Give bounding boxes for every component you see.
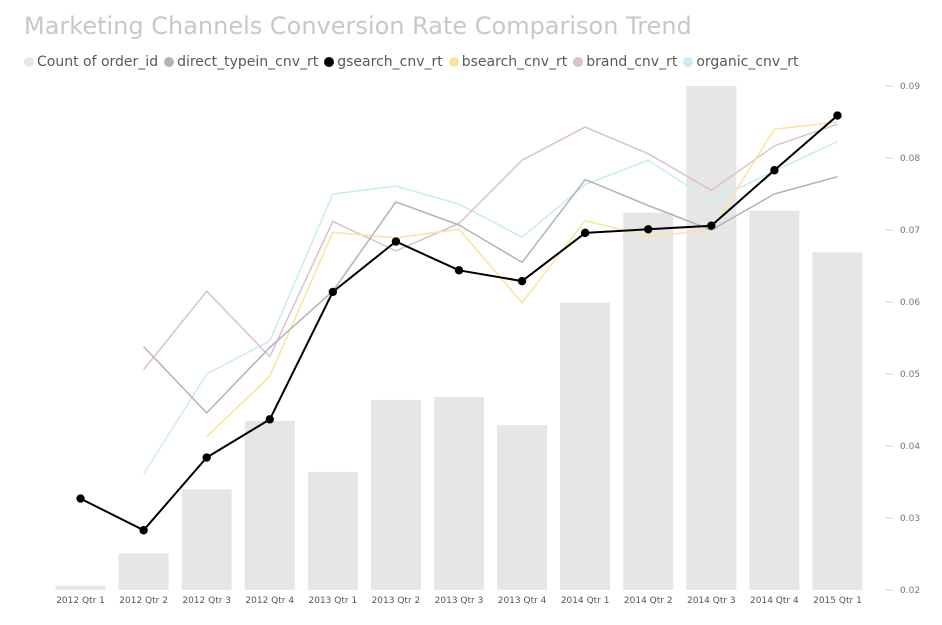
line-direct-typein-cnv-rt[interactable] (143, 175, 838, 414)
x-tick-label-9: 2014 Qtr 1 (561, 596, 610, 606)
legend-label-brand: brand_cnv_rt (586, 54, 678, 70)
x-tick-label-10: 2014 Qtr 2 (624, 596, 673, 606)
y-tick-label-4: 0.05 (900, 370, 920, 380)
line-bsearch-cnv-rt[interactable] (206, 121, 838, 438)
line-brand-cnv-rt[interactable] (143, 123, 838, 371)
bar-orders-1[interactable] (55, 585, 106, 590)
bar-orders-4[interactable] (244, 420, 295, 590)
legend-swatch-gsearch (324, 57, 335, 67)
y-tick-label-7: 0.08 (900, 154, 920, 164)
legend-label-gsearch: gsearch_cnv_rt (337, 54, 443, 70)
y-tick-label-5: 0.06 (900, 298, 920, 308)
x-tick-label-6: 2013 Qtr 2 (372, 596, 421, 606)
legend-swatch-brand (573, 57, 584, 67)
y-tick-label-2: 0.03 (900, 514, 920, 524)
bar-orders-7[interactable] (434, 397, 484, 590)
y-tick-label-6: 0.07 (900, 226, 920, 236)
legend-label-orders: Count of order_id (37, 54, 159, 70)
legend-item-organic[interactable]: organic_cnv_rt (683, 54, 798, 70)
bar-orders-11[interactable] (686, 86, 737, 590)
bar-orders-10[interactable] (623, 212, 674, 590)
legend-label-bsearch: bsearch_cnv_rt (461, 54, 568, 70)
legend-swatch-bsearch (448, 57, 459, 67)
y-tick-label-8: 0.09 (900, 82, 920, 92)
legend-swatch-organic (683, 57, 694, 67)
y-tick-label-1: 0.02 (900, 586, 920, 596)
x-tick-label-5: 2013 Qtr 1 (309, 596, 358, 606)
x-tick-label-8: 2013 Qtr 4 (498, 596, 547, 606)
point-gsearch-cnv-rt-2[interactable] (139, 526, 148, 535)
legend-label-organic: organic_cnv_rt (696, 54, 799, 70)
legend-item-brand[interactable]: brand_cnv_rt (573, 54, 677, 70)
x-tick-label-1: 2012 Qtr 1 (56, 596, 105, 606)
x-tick-label-4: 2012 Qtr 4 (245, 596, 294, 606)
x-tick-label-3: 2012 Qtr 3 (182, 596, 231, 606)
bar-orders-2[interactable] (118, 553, 169, 590)
bar-orders-12[interactable] (749, 210, 800, 590)
point-gsearch-cnv-rt-8[interactable] (517, 276, 527, 286)
bar-orders-8[interactable] (497, 425, 548, 590)
x-tick-label-12: 2014 Qtr 4 (750, 596, 799, 606)
bar-orders-13[interactable] (812, 252, 863, 590)
point-gsearch-cnv-rt-5[interactable] (328, 287, 338, 297)
legend-item-gsearch[interactable]: gsearch_cnv_rt (324, 54, 443, 70)
point-gsearch-cnv-rt-9[interactable] (580, 228, 590, 238)
x-tick-label-2: 2012 Qtr 2 (119, 596, 168, 606)
bar-orders-5[interactable] (307, 471, 358, 590)
point-gsearch-cnv-rt-13[interactable] (833, 111, 842, 120)
y-tick-label-3: 0.04 (900, 442, 920, 452)
x-tick-label-7: 2013 Qtr 3 (435, 596, 484, 606)
legend-label-direct: direct_typein_cnv_rt (177, 54, 319, 70)
chart-legend: Count of order_id direct_typein_cnv_rt g… (24, 54, 804, 70)
point-gsearch-cnv-rt-3[interactable] (202, 453, 211, 462)
x-tick-label-11: 2014 Qtr 3 (687, 596, 736, 606)
x-tick-label-13: 2015 Qtr 1 (813, 596, 862, 606)
bar-orders-3[interactable] (181, 489, 232, 590)
legend-swatch-orders (24, 57, 34, 67)
legend-item-direct[interactable]: direct_typein_cnv_rt (164, 54, 318, 70)
point-gsearch-cnv-rt-11[interactable] (707, 221, 716, 230)
point-gsearch-cnv-rt-6[interactable] (391, 237, 401, 246)
point-gsearch-cnv-rt-12[interactable] (770, 166, 779, 175)
chart-title: Marketing Channels Conversion Rate Compa… (24, 12, 692, 40)
legend-item-orders[interactable]: Count of order_id (24, 54, 158, 70)
point-gsearch-cnv-rt-4[interactable] (265, 415, 274, 424)
bar-orders-9[interactable] (560, 302, 611, 590)
legend-swatch-direct (164, 57, 175, 67)
point-gsearch-cnv-rt-7[interactable] (454, 266, 464, 275)
bar-orders-6[interactable] (370, 399, 421, 590)
legend-item-bsearch[interactable]: bsearch_cnv_rt (448, 54, 568, 70)
point-gsearch-cnv-rt-1[interactable] (76, 494, 85, 503)
point-gsearch-cnv-rt-10[interactable] (644, 225, 653, 234)
